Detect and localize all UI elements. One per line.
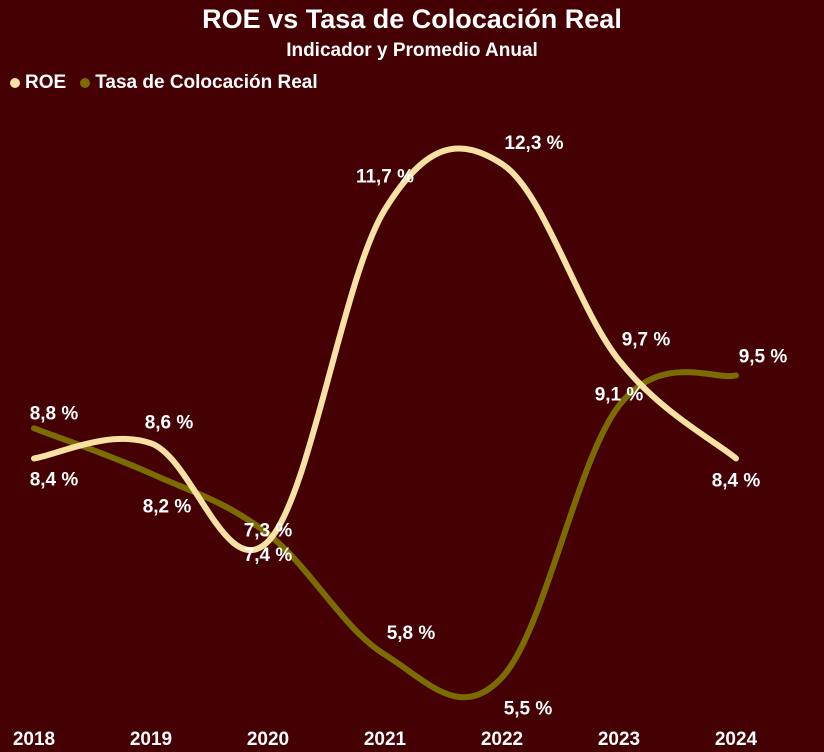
data-label-roe-2024: 8,4 % xyxy=(712,470,761,491)
data-label-tasa-2021: 5,8 % xyxy=(387,623,436,644)
x-tick-label-2021: 2021 xyxy=(364,729,407,750)
data-label-roe-2022: 12,3 % xyxy=(504,133,563,154)
legend-label-roe: ROE xyxy=(25,72,67,93)
data-label-roe-2023: 9,7 % xyxy=(622,329,671,350)
data-label-tasa-2019: 8,2 % xyxy=(143,497,192,518)
chart-subtitle: Indicador y Promedio Anual xyxy=(286,40,538,61)
chart-title: ROE vs Tasa de Colocación Real xyxy=(202,4,622,34)
data-label-tasa-2023: 9,1 % xyxy=(595,385,644,406)
legend-marker-roe xyxy=(10,78,20,88)
data-label-roe-2018: 8,4 % xyxy=(30,469,79,490)
data-label-tasa-2020: 7,4 % xyxy=(244,545,293,566)
data-label-roe-2020: 7,3 % xyxy=(244,521,293,542)
x-tick-label-2019: 2019 xyxy=(130,729,172,750)
data-label-tasa-2022: 5,5 % xyxy=(504,698,553,719)
x-tick-label-2022: 2022 xyxy=(481,729,523,750)
x-tick-label-2020: 2020 xyxy=(247,729,289,750)
x-tick-label-2023: 2023 xyxy=(598,729,640,750)
data-label-roe-2019: 8,6 % xyxy=(145,412,194,433)
series-line-tasa xyxy=(31,369,739,701)
legend: ROE Tasa de Colocación Real xyxy=(10,72,318,94)
legend-marker-tasa xyxy=(80,78,91,88)
data-label-tasa-2024: 9,5 % xyxy=(739,346,788,367)
legend-item-roe: ROE xyxy=(10,72,66,94)
legend-label-tasa: Tasa de Colocación Real xyxy=(95,72,318,93)
x-tick-label-2024: 2024 xyxy=(715,729,758,750)
x-tick-label-2018: 2018 xyxy=(13,729,55,750)
series-line-roe xyxy=(31,145,739,553)
data-label-roe-2021: 11,7 % xyxy=(356,166,414,187)
data-label-tasa-2018: 8,8 % xyxy=(30,403,79,424)
legend-item-tasa: Tasa de Colocación Real xyxy=(80,72,318,94)
